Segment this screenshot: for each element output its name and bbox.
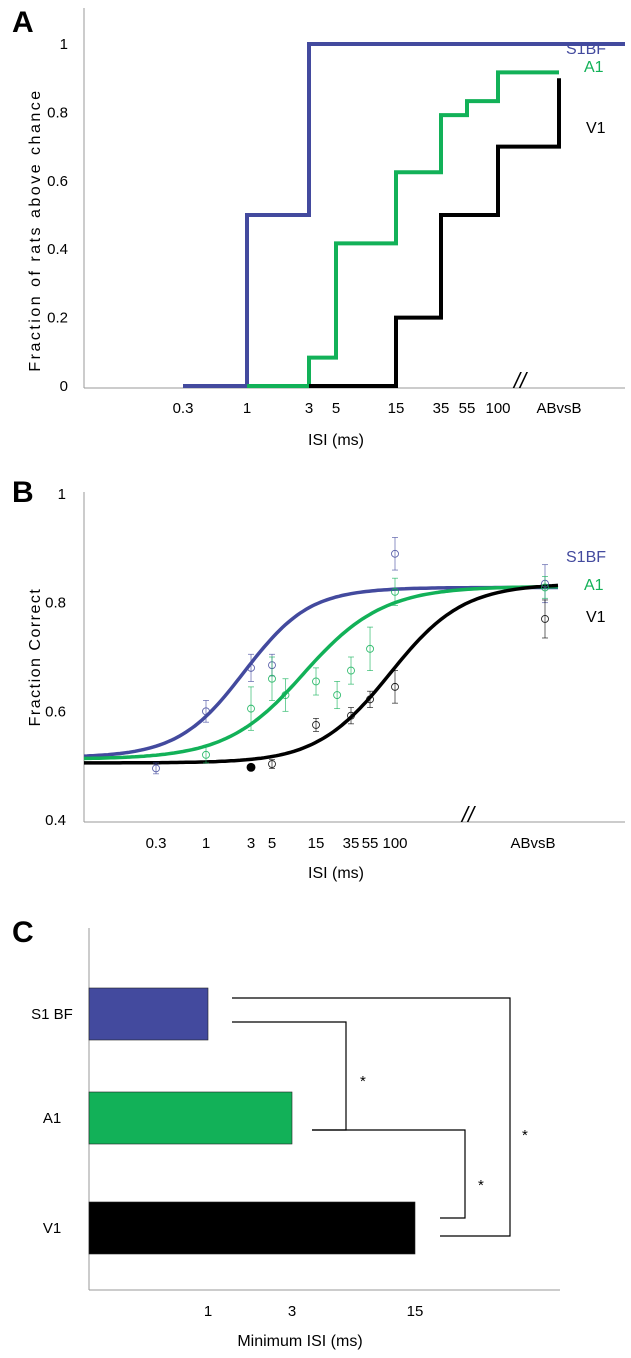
panel-c-letter: C (12, 916, 34, 949)
panel-b-y-tick-label: 0.4 (45, 812, 66, 829)
panel-c-category-label: V1 (43, 1220, 61, 1237)
panel-c-bar-s1bf (88, 987, 209, 1041)
panel-b-y-tick-label: 1 (58, 486, 66, 503)
panel-b-y-tick-label: 0.6 (45, 703, 66, 720)
panel-c-category-label: A1 (43, 1110, 61, 1127)
panel-b-data-point-s1bf (152, 764, 160, 773)
panel-a-x-tick-label: 55 (459, 400, 476, 417)
panel-c-significance-star: * (360, 1073, 366, 1090)
panel-c-significance-bracket (232, 997, 511, 1237)
panel-a: 00.20.40.60.81 0.3 1 3 5 15 35 55 100 ABvsB S1BF… (27, 8, 625, 449)
panel-b-fit-curve-v1 (84, 583, 559, 765)
panel-b-data-point-v1 (246, 762, 256, 772)
panel-c-bar-v1 (88, 1201, 416, 1255)
panel-c-significance-bracket (312, 1129, 466, 1219)
panel-a-letter: A (12, 6, 34, 39)
panel-b-series-label-v1: V1 (586, 609, 606, 626)
panel-b-x-tick-label: 0.3 (146, 835, 167, 852)
panel-b-data-point-s1bf (391, 549, 399, 558)
panel-b-data-point-a1 (366, 644, 374, 653)
panel-b-x-tick-label: 100 (382, 835, 407, 852)
panel-b-data-point-v1 (347, 711, 355, 720)
panel-b-x-tick-label: 3 (247, 835, 255, 852)
panel-a-y-tick-label: 0.6 (47, 173, 68, 190)
panel-b-fit-curve-a1 (83, 584, 558, 761)
panel-c-x-tick-label: 15 (407, 1303, 424, 1320)
panel-c-x-tick-label: 1 (204, 1303, 212, 1320)
panel-b-y-axis-title: Fraction Correct (27, 588, 44, 727)
panel-b-fit-curve-s1bf (83, 585, 558, 758)
panel-c-significance-star: * (478, 1177, 484, 1194)
panel-a-axis-break: // (512, 368, 528, 393)
panel-b-x-tick-label: 55 (362, 835, 379, 852)
panel-b-data-point-a1 (202, 750, 210, 759)
panel-a-x-tick-label: 5 (332, 400, 340, 417)
panel-a-x-tick-label: 15 (388, 400, 405, 417)
panel-c-x-tick-label: 3 (288, 1303, 296, 1320)
panel-b-data-point-a1 (247, 704, 255, 713)
panel-a-x-tick-label: 100 (485, 400, 510, 417)
panel-b-data-point-a1 (541, 583, 549, 592)
panel-b-data-point-a1 (347, 666, 355, 675)
panel-b-data-point-v1 (268, 760, 276, 768)
panel-a-series-label-v1: V1 (586, 120, 606, 137)
panel-b-series-label-a1: A1 (584, 577, 604, 594)
panel-b-data-point-s1bf (202, 707, 210, 716)
panel-b-data-point-s1bf (247, 663, 255, 672)
panel-b-data-point-v1 (391, 682, 399, 691)
panel-c: S1 BF A1 V1 1 3 15 * * * Minimum ISI (ms) (31, 928, 560, 1350)
panel-a-y-tick-label: 0.2 (47, 310, 68, 327)
panel-a-series-line-v1 (309, 78, 561, 388)
panel-a-x-tick-label: 1 (243, 400, 251, 417)
panel-b-letter: B (12, 476, 34, 509)
panel-b-series-label-s1bf: S1BF (566, 549, 606, 566)
panel-a-series-line-s1bf (183, 42, 625, 388)
panel-a-y-tick-label: 0.4 (47, 241, 68, 258)
panel-b-x-tick-label: 15 (308, 835, 325, 852)
panel-a-x-axis-title: ISI (ms) (308, 432, 364, 449)
panel-a-x-tick-label: 35 (433, 400, 450, 417)
panel-b-x-tick-label: ABvsB (510, 835, 555, 852)
panel-a-series-label-a1: A1 (584, 59, 604, 76)
panel-b-data-point-v1 (366, 695, 374, 704)
panel-b-data-point-a1 (391, 587, 399, 596)
panel-b-data-point-a1 (268, 674, 276, 683)
panel-a-y-tick-label: 0 (60, 378, 68, 395)
panel-b-axis-break: // (460, 802, 476, 827)
panel-c-significance-star: * (522, 1127, 528, 1144)
panel-a-x-tick-label: 0.3 (173, 400, 194, 417)
panel-c-x-axis-title: Minimum ISI (ms) (237, 1333, 362, 1350)
panel-a-y-axis-title: Fraction of rats above chance (27, 88, 44, 371)
panel-b-data-point-a1 (333, 691, 342, 699)
panel-b-x-axis-title: ISI (ms) (308, 865, 364, 882)
panel-a-series-line-a1 (247, 70, 559, 388)
panel-b-data-point-v1 (312, 720, 320, 729)
panel-b: 0.40.60.81 0.3 1 3 5 15 35 55 100 ABvsB S1BFA1V1… (27, 486, 625, 882)
panel-a-x-tick-label: ABvsB (536, 400, 581, 417)
panel-a-series-label-s1bf: S1BF (566, 41, 606, 58)
panel-b-y-tick-label: 0.8 (45, 595, 66, 612)
panel-a-x-tick-label: 3 (305, 400, 313, 417)
panel-b-x-tick-label: 35 (343, 835, 360, 852)
panel-b-x-tick-label: 1 (202, 835, 210, 852)
panel-b-data-point-a1 (281, 691, 290, 699)
panel-b-data-point-v1 (541, 615, 549, 623)
panel-c-category-label: S1 BF (31, 1006, 73, 1023)
panel-a-y-tick-label: 1 (60, 36, 68, 53)
panel-a-y-tick-label: 0.8 (47, 104, 68, 121)
panel-c-bar-a1 (88, 1091, 293, 1145)
panel-b-data-point-a1 (312, 677, 320, 686)
panel-b-x-tick-label: 5 (268, 835, 276, 852)
